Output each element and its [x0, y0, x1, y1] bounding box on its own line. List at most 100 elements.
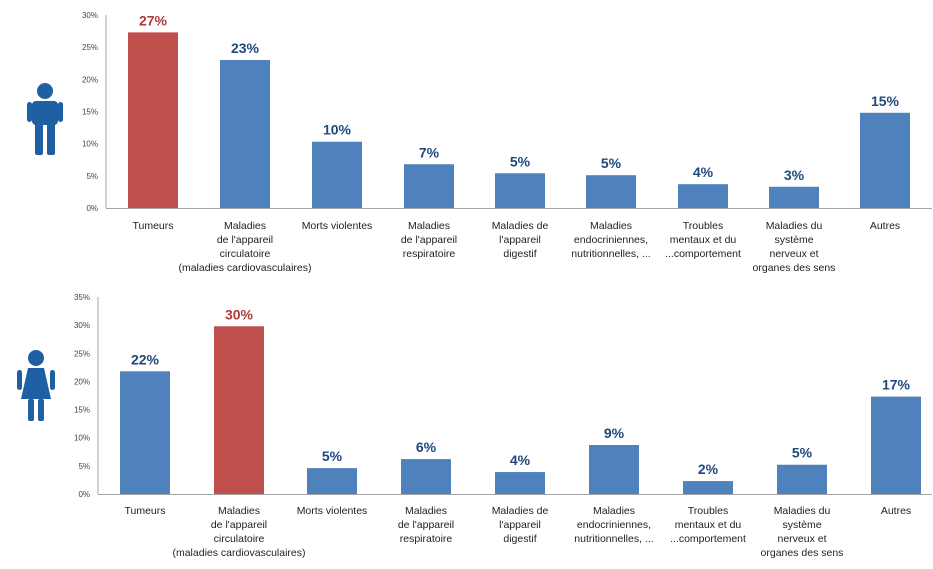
category-label: Autres: [870, 220, 900, 232]
man-icon-body: [32, 101, 58, 125]
category-label-line: Maladies: [590, 220, 632, 232]
category-label-line: organes des sens: [753, 262, 836, 274]
woman-icon-dress: [21, 368, 51, 399]
category-label-line: Troubles: [683, 220, 723, 232]
category-label-line: nutritionnelles, ...: [574, 533, 653, 545]
category-label-line: de l'appareil: [401, 234, 457, 246]
data-label: 22%: [131, 351, 160, 367]
data-label: 5%: [510, 153, 531, 169]
y-tick-label: 0%: [78, 490, 90, 499]
bar: [769, 186, 819, 208]
bar: [683, 481, 733, 494]
woman-icon-arm: [50, 370, 55, 390]
data-label: 23%: [231, 40, 260, 56]
data-label: 5%: [601, 155, 622, 171]
category-label-line: Tumeurs: [124, 505, 165, 517]
women-chart: 0% 5% 10% 15% 20% 25% 30% 35% 22% Tumeurs 30% Malad…: [17, 293, 932, 559]
category-label-line: l'appareil: [499, 519, 541, 531]
bar: [120, 371, 170, 494]
data-label: 15%: [871, 93, 900, 109]
category-label: Tumeurs: [132, 220, 173, 232]
woman-icon-leg: [38, 399, 44, 421]
data-label: 3%: [784, 167, 805, 183]
category-label-line: Maladies: [593, 505, 635, 517]
woman-icon-head: [28, 350, 44, 366]
category-label-line: système: [782, 519, 821, 531]
bar: [586, 175, 636, 208]
man-icon-head: [37, 83, 53, 99]
category-label-line: nutritionnelles, ...: [571, 248, 650, 260]
bar: [871, 396, 921, 494]
y-tick-label: 20%: [82, 75, 98, 84]
category-label-line: Tumeurs: [132, 220, 173, 232]
y-tick-label: 30%: [74, 321, 90, 330]
category-label-line: de l'appareil: [398, 519, 454, 531]
category-label-line: respiratoire: [400, 533, 453, 545]
category-label: Maladies du système nerveux et organes des …: [761, 505, 844, 559]
category-label-line: digestif: [503, 248, 536, 260]
bar: [312, 141, 362, 208]
category-label-line: (maladies cardiovasculaires): [178, 262, 311, 274]
category-label-line: Morts violentes: [297, 505, 368, 517]
category-label-line: Maladies: [218, 505, 260, 517]
data-label: 10%: [323, 122, 352, 138]
category-label: Tumeurs: [124, 505, 165, 517]
category-label-line: de l'appareil: [211, 519, 267, 531]
man-icon-leg: [47, 123, 55, 155]
category-label-line: Troubles: [688, 505, 728, 517]
bar: [214, 326, 264, 494]
category-label-line: digestif: [503, 533, 536, 545]
category-label-line: organes des sens: [761, 547, 844, 559]
category-label-line: (maladies cardiovasculaires): [172, 547, 305, 559]
category-label: Autres: [881, 505, 911, 517]
category-label-line: endocriniennes,: [577, 519, 651, 531]
category-label: Maladies endocriniennes, nutritionnelles, …: [574, 505, 653, 545]
bar: [307, 468, 357, 494]
category-label-line: ...comportement: [670, 533, 746, 545]
category-label-line: circulatoire: [220, 248, 271, 260]
y-tick-label: 25%: [74, 349, 90, 358]
category-label: Maladies de l'appareil circulatoire (maladi…: [172, 505, 305, 559]
category-label-line: endocriniennes,: [574, 234, 648, 246]
bar: [860, 112, 910, 208]
category-label-line: nerveux et: [769, 248, 818, 260]
bar: [678, 184, 728, 208]
woman-icon-leg: [28, 399, 34, 421]
category-label: Maladies de l'appareil digestif: [492, 505, 549, 545]
data-label: 5%: [792, 445, 813, 461]
category-label-line: nerveux et: [777, 533, 826, 545]
y-tick-label: 5%: [86, 172, 98, 181]
bar: [777, 464, 827, 494]
category-label-line: mentaux et du: [670, 234, 737, 246]
bar: [401, 459, 451, 494]
category-label-line: ...comportement: [665, 248, 741, 260]
bar: [404, 164, 454, 208]
bar: [128, 32, 178, 209]
category-label-line: Autres: [881, 505, 911, 517]
category-label: Maladies de l'appareil circulatoire (maladi…: [178, 220, 311, 274]
bar: [220, 60, 270, 209]
category-label-line: Maladies: [224, 220, 266, 232]
category-label-line: mentaux et du: [675, 519, 742, 531]
category-label-line: de l'appareil: [217, 234, 273, 246]
category-label-line: circulatoire: [214, 533, 265, 545]
woman-icon-arm: [17, 370, 22, 390]
category-label: Troubles mentaux et du ...comportement: [670, 505, 746, 545]
bar: [495, 472, 545, 494]
y-tick-label: 25%: [82, 43, 98, 52]
y-tick-label: 30%: [82, 11, 98, 20]
y-tick-label: 15%: [74, 406, 90, 415]
man-icon-arm: [58, 102, 63, 122]
y-tick-label: 5%: [78, 462, 90, 471]
man-icon-arm: [27, 102, 32, 122]
data-label: 4%: [693, 164, 714, 180]
y-tick-label: 15%: [82, 108, 98, 117]
y-tick-label: 0%: [86, 204, 98, 213]
category-label-line: système: [774, 234, 813, 246]
bar: [589, 445, 639, 494]
category-label-line: Autres: [870, 220, 900, 232]
man-icon-leg: [35, 123, 43, 155]
bar: [495, 173, 545, 208]
category-label-line: Maladies du: [774, 505, 831, 517]
